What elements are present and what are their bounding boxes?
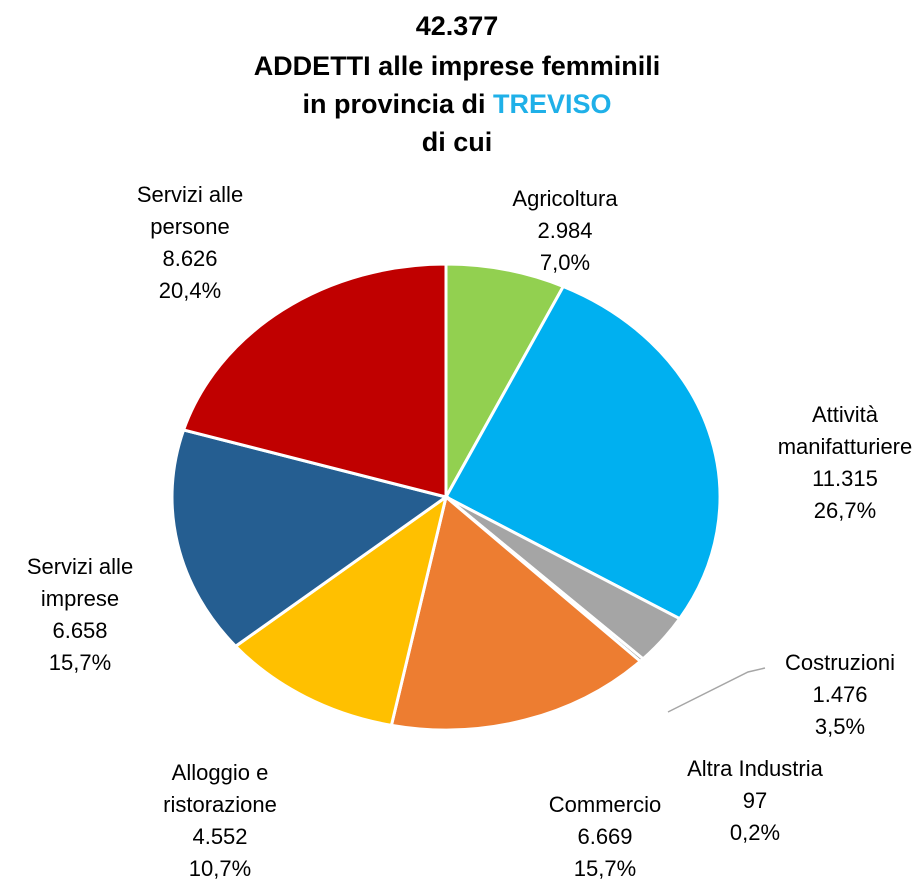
- value-label: 1.476: [812, 682, 867, 707]
- chart-title: di cui: [422, 127, 493, 157]
- value-label: 11.315: [812, 466, 878, 491]
- title-highlight: TREVISO: [493, 89, 612, 119]
- slice-label: Commercio: [549, 792, 661, 817]
- value-label: 6.669: [577, 824, 632, 849]
- percent-label: 3,5%: [815, 714, 865, 739]
- slice-label: Servizi alle: [27, 554, 133, 579]
- chart-title: 42.377: [416, 11, 499, 41]
- value-label: 4.552: [192, 824, 247, 849]
- slice-label: Agricoltura: [512, 186, 618, 211]
- leader-line: [667, 667, 766, 713]
- slice-label: ristorazione: [163, 792, 277, 817]
- slice-label: manifatturiere: [778, 434, 913, 459]
- pie-slice: [170, 428, 450, 649]
- pie-slice: [444, 262, 566, 503]
- pie-slice: [181, 262, 448, 499]
- slice-label: Costruzioni: [785, 650, 895, 675]
- percent-label: 26,7%: [814, 498, 876, 523]
- value-label: 8.626: [162, 246, 217, 271]
- slice-label: persone: [150, 214, 230, 239]
- chart-title: in provincia di TREVISO: [302, 89, 611, 119]
- chart-title: ADDETTI alle imprese femminili: [254, 51, 661, 81]
- slice-label: Altra Industria: [687, 756, 823, 781]
- pie-slice: [233, 493, 449, 728]
- value-label: 6.658: [52, 618, 107, 643]
- slice-label: imprese: [41, 586, 119, 611]
- slice-label: Alloggio e: [172, 760, 269, 785]
- slice-label: Servizi alle: [137, 182, 243, 207]
- value-label: 97: [743, 788, 767, 813]
- value-label: 2.984: [537, 218, 592, 243]
- percent-label: 10,7%: [189, 856, 251, 881]
- percent-label: 20,4%: [159, 278, 221, 303]
- percent-label: 15,7%: [49, 650, 111, 675]
- pie-slice: [389, 494, 643, 732]
- percent-label: 15,7%: [574, 856, 636, 881]
- percent-label: 7,0%: [540, 250, 590, 275]
- title-part: in provincia di: [302, 89, 485, 119]
- slice-label: Attività: [812, 402, 879, 427]
- pie-slice: [443, 284, 722, 621]
- percent-label: 0,2%: [730, 820, 780, 845]
